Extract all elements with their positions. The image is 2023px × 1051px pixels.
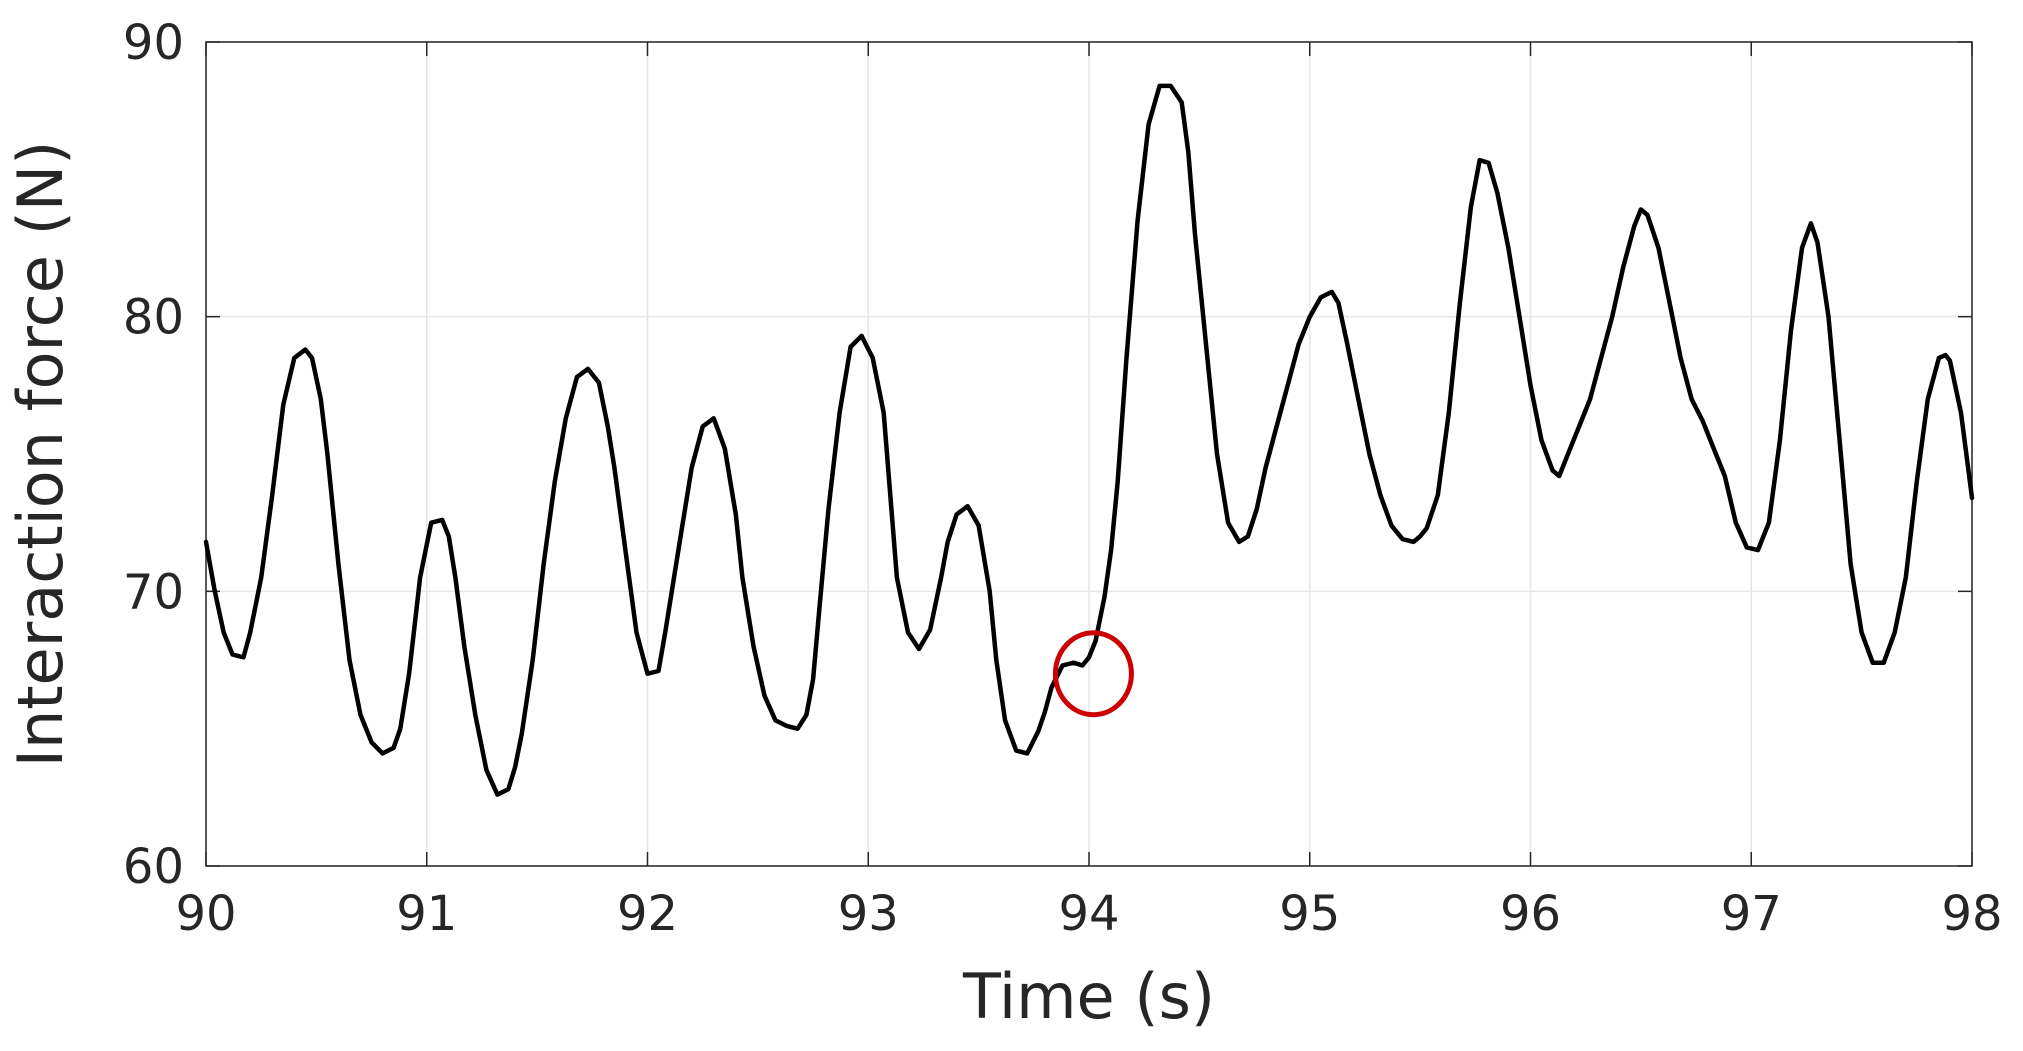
x-tick-label: 92 (617, 886, 678, 942)
highlight-circle-annotation (1052, 630, 1134, 718)
x-tick-label: 94 (1058, 886, 1119, 942)
y-tick-label: 60 (123, 839, 184, 895)
x-tick-label: 91 (396, 886, 457, 942)
x-tick-labels: 90 91 92 93 94 95 96 97 98 (175, 886, 2002, 942)
x-tick-label: 96 (1500, 886, 1561, 942)
x-tick-label: 95 (1279, 886, 1340, 942)
y-tick-label: 90 (123, 15, 184, 71)
grid-lines (205, 41, 1973, 867)
y-tick-label: 80 (123, 290, 184, 346)
x-tick-label: 93 (838, 886, 899, 942)
axis-ticks (205, 41, 1973, 867)
x-tick-label: 90 (175, 886, 236, 942)
y-tick-label: 70 (123, 564, 184, 620)
x-tick-label: 98 (1941, 886, 2002, 942)
x-tick-label: 97 (1721, 886, 1782, 942)
y-axis-label: Interaction force (N) (4, 141, 77, 768)
series-line-interaction-force (203, 83, 1975, 797)
y-tick-labels: 60 70 80 90 (123, 15, 184, 895)
x-axis-label: Time (s) (962, 960, 1215, 1033)
